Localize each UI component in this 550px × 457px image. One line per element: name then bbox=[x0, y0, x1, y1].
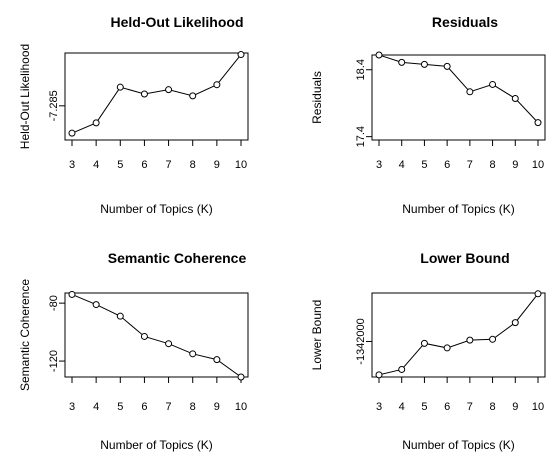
chart-3-x-axis-label: Number of Topics (K) bbox=[100, 438, 212, 452]
chart-2-plot-frame bbox=[371, 54, 546, 141]
chart-4-x-tick-label: 9 bbox=[512, 401, 518, 413]
chart-1-x-tick-label: 4 bbox=[93, 159, 99, 171]
chart-2-x-tick-label: 5 bbox=[421, 159, 427, 171]
chart-4-data-point bbox=[466, 336, 474, 344]
chart-3-data-point bbox=[189, 350, 197, 358]
chart-4-data-point bbox=[534, 290, 542, 298]
chart-1-x-tick-label: 8 bbox=[190, 159, 196, 171]
chart-1-data-point bbox=[237, 51, 245, 59]
chart-4-x-tick-label: 5 bbox=[421, 401, 427, 413]
chart-4-y-tick-label: -1342000 bbox=[355, 318, 367, 365]
chart-3-x-tick-label: 6 bbox=[141, 401, 147, 413]
chart-3-x-tick-label: 3 bbox=[69, 401, 75, 413]
chart-2-x-tick-label: 10 bbox=[532, 159, 544, 171]
chart-3-data-point bbox=[116, 312, 124, 320]
chart-2-x-axis-label: Number of Topics (K) bbox=[402, 202, 514, 216]
chart-3-y-tick-label: -80 bbox=[48, 295, 60, 311]
chart-2-data-point bbox=[534, 119, 542, 127]
chart-4-x-tick-label: 4 bbox=[399, 401, 405, 413]
chart-2-data-point bbox=[375, 51, 383, 59]
chart-2-title: Residuals bbox=[432, 14, 498, 30]
chart-4-data-point bbox=[489, 335, 497, 343]
chart-2-y-tick-label: 17.4 bbox=[355, 126, 367, 147]
chart-1-plot-frame bbox=[64, 52, 249, 141]
chart-1-title: Held-Out Likelihood bbox=[111, 14, 244, 30]
chart-1-data-point bbox=[116, 83, 124, 91]
chart-4-x-tick-label: 10 bbox=[532, 401, 544, 413]
chart-2-x-tick-label: 4 bbox=[399, 159, 405, 171]
chart-4-y-axis-label: Lower Bound bbox=[310, 300, 324, 371]
chart-1-data-point bbox=[213, 81, 221, 89]
chart-4-x-tick-label: 3 bbox=[376, 401, 382, 413]
chart-1-data-point bbox=[92, 119, 100, 127]
chart-2-data-point bbox=[466, 88, 474, 96]
chart-3-data-point bbox=[165, 340, 173, 348]
chart-2-y-axis-label: Residuals bbox=[310, 71, 324, 124]
chart-3-series-line bbox=[71, 293, 242, 378]
chart-2-data-point bbox=[443, 62, 451, 70]
chart-4-data-point bbox=[398, 365, 406, 373]
chart-2-data-point bbox=[398, 58, 406, 66]
chart-2-series-line bbox=[378, 54, 539, 123]
chart-2-x-tick-label: 7 bbox=[467, 159, 473, 171]
chart-4-x-tick-label: 8 bbox=[490, 401, 496, 413]
chart-2-data-point bbox=[420, 60, 428, 68]
chart-3-data-point bbox=[140, 332, 148, 340]
chart-4-data-point bbox=[375, 371, 383, 379]
chart-1-x-tick-label: 9 bbox=[214, 159, 220, 171]
chart-3-x-tick-label: 9 bbox=[214, 401, 220, 413]
chart-3-data-point bbox=[92, 301, 100, 309]
chart-1-x-axis-label: Number of Topics (K) bbox=[100, 202, 212, 216]
chart-1-data-point bbox=[68, 129, 76, 137]
chart-4-data-point bbox=[420, 339, 428, 347]
chart-3-y-axis-label: Semantic Coherence bbox=[18, 279, 32, 391]
chart-1-x-tick-label: 6 bbox=[141, 159, 147, 171]
chart-1-x-tick-label: 7 bbox=[166, 159, 172, 171]
chart-3-title: Semantic Coherence bbox=[108, 250, 247, 266]
chart-1-x-tick-label: 5 bbox=[117, 159, 123, 171]
chart-1-series-line bbox=[71, 54, 242, 134]
chart-2-x-tick-label: 6 bbox=[444, 159, 450, 171]
chart-3-data-point bbox=[68, 290, 76, 298]
chart-1-x-tick-label: 3 bbox=[69, 159, 75, 171]
chart-2-x-tick-label: 9 bbox=[512, 159, 518, 171]
chart-4-series-line bbox=[378, 293, 539, 376]
chart-2-y-tick-label: 18.4 bbox=[355, 59, 367, 80]
chart-3-y-tick-label: -120 bbox=[48, 350, 60, 372]
chart-4-title: Lower Bound bbox=[420, 250, 509, 266]
chart-2-data-point bbox=[511, 95, 519, 103]
chart-4-x-tick-label: 6 bbox=[444, 401, 450, 413]
chart-1-data-point bbox=[140, 90, 148, 98]
chart-2-data-point bbox=[489, 80, 497, 88]
chart-3-x-tick-label: 7 bbox=[166, 401, 172, 413]
chart-4-plot-frame bbox=[371, 292, 546, 378]
chart-1-y-tick-label: -7.285 bbox=[48, 90, 60, 121]
chart-3-x-tick-label: 5 bbox=[117, 401, 123, 413]
chart-2-x-tick-label: 8 bbox=[490, 159, 496, 171]
chart-3-x-tick-label: 8 bbox=[190, 401, 196, 413]
chart-3-x-tick-label: 4 bbox=[93, 401, 99, 413]
chart-4-data-point bbox=[443, 344, 451, 352]
chart-1-data-point bbox=[189, 92, 197, 100]
chart-4-x-axis-label: Number of Topics (K) bbox=[402, 438, 514, 452]
chart-4-data-point bbox=[511, 319, 519, 327]
chart-1-y-axis-label: Held-Out Likelihood bbox=[18, 44, 32, 149]
chart-1-data-point bbox=[165, 86, 173, 94]
chart-3-plot-frame bbox=[64, 292, 249, 378]
chart-3-data-point bbox=[237, 373, 245, 381]
chart-3-x-tick-label: 10 bbox=[235, 401, 247, 413]
chart-3-data-point bbox=[213, 356, 221, 364]
chart-4-x-tick-label: 7 bbox=[467, 401, 473, 413]
chart-1-x-tick-label: 10 bbox=[235, 159, 247, 171]
chart-2-x-tick-label: 3 bbox=[376, 159, 382, 171]
